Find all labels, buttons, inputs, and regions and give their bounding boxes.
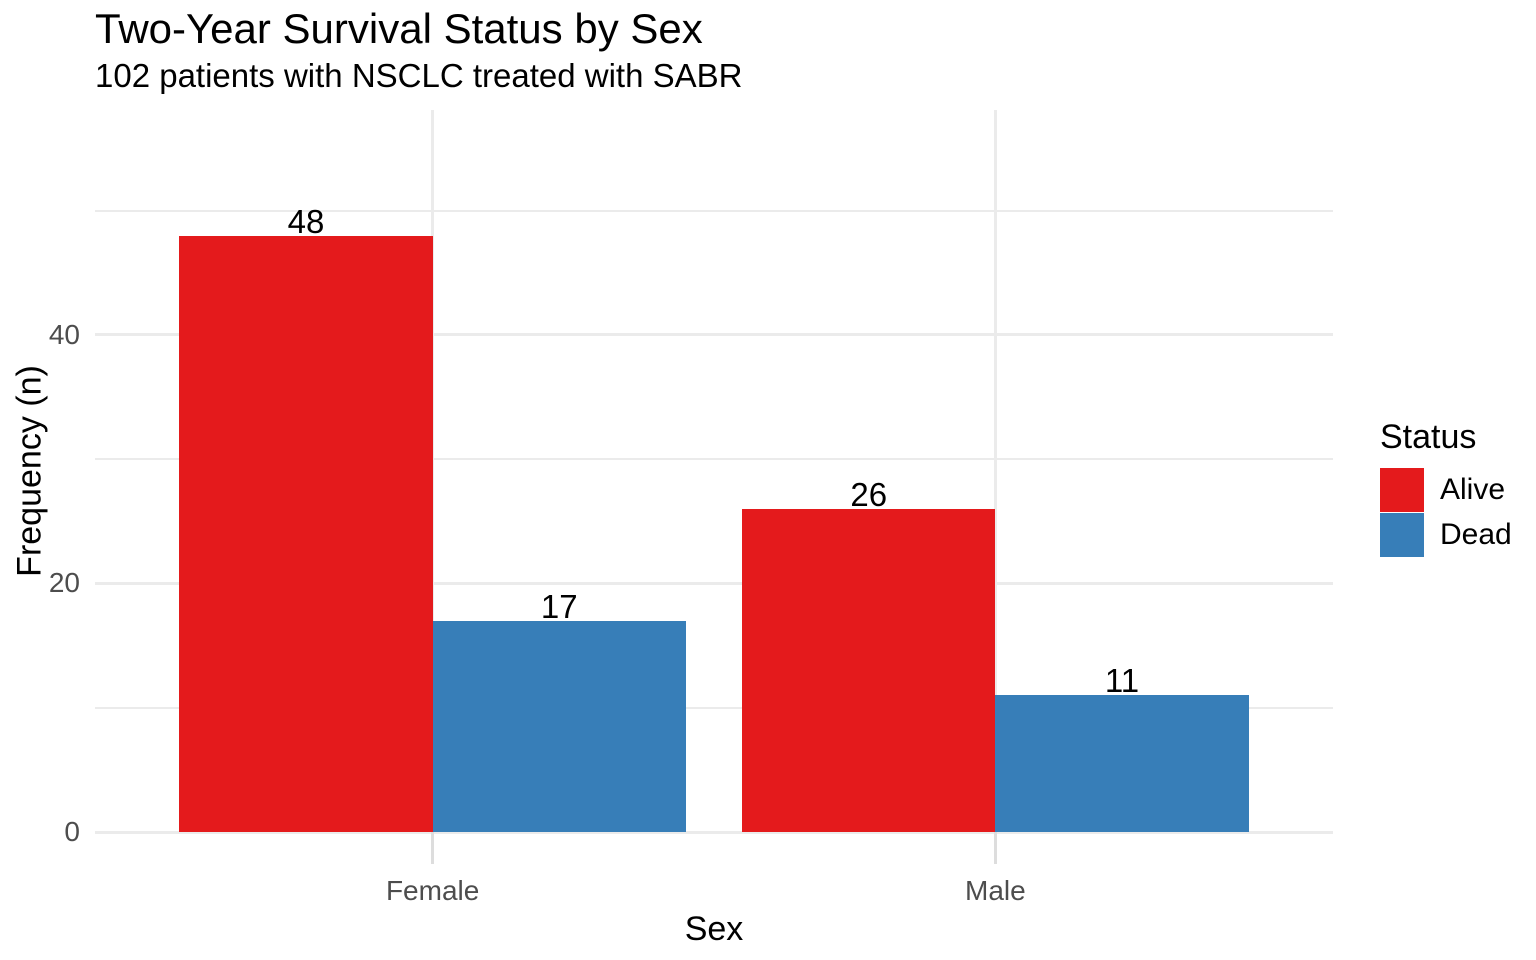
chart-subtitle: 102 patients with NSCLC treated with SAB… <box>95 57 743 94</box>
gridline-minor-y10 <box>95 706 1333 709</box>
gridline-category-female <box>431 110 435 832</box>
gridline-major-y20 <box>95 581 1333 585</box>
y-tick-label-0: 0 <box>64 816 80 847</box>
gridline-major-y0 <box>95 830 1333 834</box>
y-tick-label-40: 40 <box>48 318 80 350</box>
legend-swatch-dead <box>1380 513 1424 557</box>
legend: Status Alive Dead <box>1380 416 1512 557</box>
bar-value-label: 17 <box>540 587 578 625</box>
gridline-minor-y50 <box>95 209 1333 212</box>
x-tick-mark-male <box>993 832 997 864</box>
bar-value-label: 48 <box>287 202 325 240</box>
bar-male-dead <box>995 695 1249 832</box>
legend-label-alive: Alive <box>1440 473 1506 506</box>
plot-panel: 48 26 17 11 <box>95 110 1333 834</box>
legend-title: Status <box>1380 418 1477 456</box>
x-tick-label-female: Female <box>385 875 480 906</box>
legend-label-dead: Dead <box>1440 518 1512 551</box>
bar-female-alive <box>179 235 433 832</box>
gridline-major-y40 <box>95 333 1333 337</box>
x-tick-mark-female <box>431 832 435 864</box>
x-tick-label-male: Male <box>965 875 1026 906</box>
y-tick-label-20: 20 <box>48 567 80 599</box>
bar-value-label: 11 <box>1104 662 1140 700</box>
legend-item-alive: Alive <box>1380 468 1512 512</box>
y-axis-title: Frequency (n) <box>10 365 49 577</box>
x-axis-title: Sex <box>684 910 744 948</box>
legend-item-dead: Dead <box>1380 513 1512 557</box>
legend-swatch-alive <box>1380 468 1424 512</box>
bar-male-alive <box>742 508 996 832</box>
chart-title: Two-Year Survival Status by Sex <box>95 5 703 52</box>
legend-items: Alive Dead <box>1380 468 1512 557</box>
gridline-category-male <box>993 110 997 832</box>
gridline-minor-y30 <box>95 458 1333 461</box>
bar-value-label: 26 <box>850 475 888 513</box>
bar-female-dead <box>432 620 686 832</box>
